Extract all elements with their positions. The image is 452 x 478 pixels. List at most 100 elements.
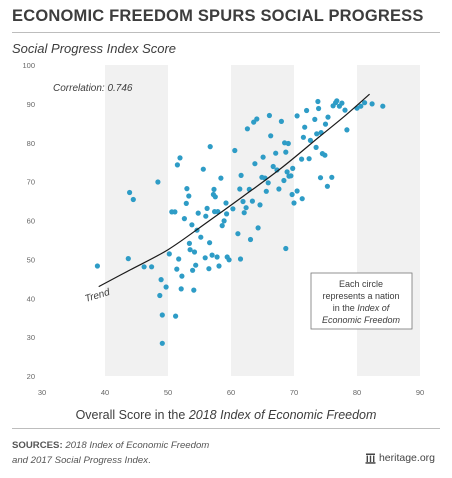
data-point xyxy=(204,205,210,211)
data-point xyxy=(274,167,280,173)
data-point xyxy=(270,163,276,170)
title-rule xyxy=(12,32,440,33)
data-point xyxy=(214,254,220,260)
data-point xyxy=(200,166,206,172)
data-point xyxy=(202,255,208,261)
data-point xyxy=(125,256,131,262)
data-point xyxy=(141,264,147,270)
data-point xyxy=(294,113,300,119)
sources-note: SOURCES: 2018 Index of Economic Freedom … xyxy=(12,440,210,466)
data-point xyxy=(186,193,192,199)
x-axis-label: Overall Score in the 2018 Index of Econo… xyxy=(0,408,452,422)
data-point xyxy=(283,245,289,252)
data-point xyxy=(307,137,313,143)
data-point xyxy=(283,149,289,155)
data-point xyxy=(149,264,155,270)
data-point xyxy=(324,183,330,189)
data-point xyxy=(94,263,100,269)
data-point xyxy=(315,98,321,105)
data-point xyxy=(209,252,215,258)
note-line-2: represents a nation xyxy=(322,291,399,301)
data-point xyxy=(288,173,294,179)
data-point xyxy=(237,186,243,192)
data-point xyxy=(281,177,287,184)
data-point xyxy=(216,263,222,269)
data-point xyxy=(207,144,213,150)
data-point xyxy=(215,209,221,215)
data-point xyxy=(300,134,306,140)
data-point xyxy=(218,175,224,181)
x-tick-label: 60 xyxy=(227,388,235,397)
data-point xyxy=(235,231,241,237)
bell-icon xyxy=(365,453,376,464)
note-line-4: Economic Freedom xyxy=(322,315,401,325)
data-point xyxy=(174,266,180,272)
y-tick-label: 40 xyxy=(27,294,35,303)
y-tick-label: 20 xyxy=(27,372,35,381)
x-axis-label-prefix: Overall Score in the xyxy=(75,408,189,422)
y-tick-labels: 20 30 40 50 60 70 80 90 100 xyxy=(22,61,35,381)
background-band xyxy=(105,65,168,376)
data-point xyxy=(254,116,260,122)
data-point xyxy=(173,313,179,319)
x-tick-label: 70 xyxy=(290,388,298,397)
data-point xyxy=(219,223,225,229)
data-point xyxy=(306,156,312,162)
data-point xyxy=(157,292,163,299)
data-point xyxy=(299,156,305,162)
data-point xyxy=(244,126,250,132)
data-point xyxy=(284,169,290,175)
data-point xyxy=(265,180,271,186)
data-point xyxy=(273,150,279,156)
data-point xyxy=(362,100,368,106)
data-point xyxy=(226,257,232,263)
data-point xyxy=(193,262,199,268)
brand-link[interactable]: heritage.org xyxy=(365,452,435,464)
data-point xyxy=(212,194,218,200)
y-tick-label: 80 xyxy=(27,139,35,148)
data-point xyxy=(238,172,244,178)
data-point xyxy=(127,189,133,196)
data-point xyxy=(325,114,331,120)
sources-label: SOURCES: xyxy=(12,440,63,451)
data-point xyxy=(211,186,217,192)
x-axis-label-italic: 2018 Index of Economic Freedom xyxy=(188,408,377,422)
y-tick-label: 90 xyxy=(27,100,35,109)
data-point xyxy=(172,209,178,215)
data-point xyxy=(255,225,261,231)
data-point xyxy=(189,222,195,228)
data-point xyxy=(322,121,329,127)
chart-title: ECONOMIC FREEDOM SPURS SOCIAL PROGRESS xyxy=(12,7,424,25)
data-point xyxy=(268,133,274,139)
data-point xyxy=(302,124,308,130)
data-point xyxy=(221,218,227,224)
data-point xyxy=(159,340,165,346)
data-point xyxy=(289,191,295,198)
data-point xyxy=(317,175,324,181)
data-point xyxy=(181,216,187,222)
data-point xyxy=(294,188,300,194)
data-point xyxy=(195,210,201,216)
data-point xyxy=(369,101,375,107)
y-axis-label: Social Progress Index Score xyxy=(12,41,177,56)
data-point xyxy=(266,112,272,119)
data-point xyxy=(334,98,340,104)
data-point xyxy=(316,105,322,112)
data-point xyxy=(230,206,236,212)
x-tick-label: 50 xyxy=(164,388,172,397)
data-point xyxy=(186,240,192,246)
data-point xyxy=(322,152,328,158)
data-point xyxy=(243,205,249,211)
trend-line xyxy=(98,93,370,288)
y-tick-label: 70 xyxy=(27,178,35,187)
data-point xyxy=(380,103,386,109)
data-point xyxy=(257,202,263,208)
data-point xyxy=(191,249,198,255)
note-line-3: in the Index of xyxy=(333,303,391,313)
data-points xyxy=(94,98,386,346)
x-tick-label: 80 xyxy=(353,388,361,397)
data-point xyxy=(174,162,180,168)
data-point xyxy=(224,211,230,217)
data-point xyxy=(344,127,350,133)
data-point xyxy=(183,200,189,206)
